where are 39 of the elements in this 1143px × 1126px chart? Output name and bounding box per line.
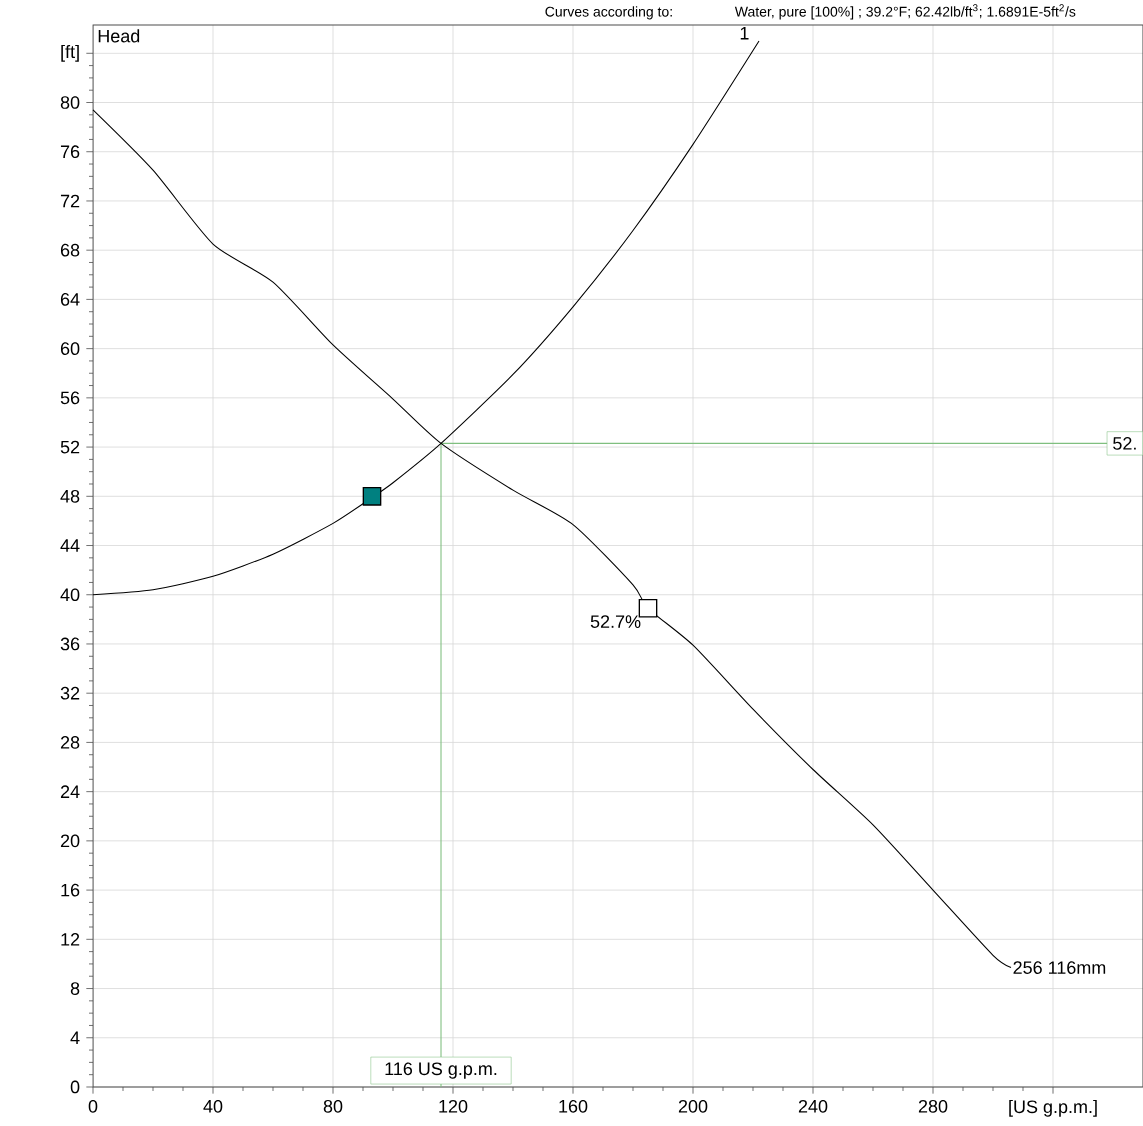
y-tick-label: 36	[60, 637, 80, 651]
y-tick-label: [ft]	[61, 44, 79, 62]
y-tick-label: 32	[60, 686, 80, 700]
annotation: 256 116mm	[1013, 961, 1106, 974]
x-tick-label: [US g.p.m.]	[1009, 1099, 1097, 1117]
y-tick-label: 4	[70, 1031, 80, 1044]
x-tick-label: 200	[678, 1099, 708, 1113]
annotation: 52.7%	[590, 615, 641, 628]
y-tick-label: 24	[60, 785, 80, 798]
y-tick-label: 40	[60, 588, 80, 602]
text: Water, pure [100%] ; 39.2°F; 62.42lb/ft$^{3}$; 1.6891E-5ft$^{2}$/s	[734, 4, 1076, 20]
ref-line-label: 116 US g.p.m.	[385, 1062, 497, 1079]
y-tick-label: 28	[60, 736, 80, 749]
y-tick-label: 80	[60, 96, 80, 109]
x-tick-label: 40	[203, 1099, 223, 1113]
x-tick-label: 120	[439, 1099, 468, 1113]
y-tick-label: 48	[60, 489, 80, 503]
x-tick-label: 0	[88, 1099, 98, 1113]
y-tick-label: 8	[70, 982, 80, 995]
annotation: 1	[740, 27, 749, 40]
x-tick-label: 80	[323, 1099, 343, 1113]
y-tick-label: 16	[61, 883, 80, 897]
y-tick-label: 60	[60, 342, 80, 355]
y-tick-label: 0	[70, 1080, 80, 1094]
y-tick-label: 76	[60, 145, 80, 159]
y-tick-label: 56	[60, 391, 80, 405]
y-tick-label: 44	[60, 539, 80, 552]
ref-line-label: 52.	[1113, 437, 1136, 450]
y-tick-label: 72	[60, 194, 80, 208]
y-tick-label: 68	[60, 243, 80, 257]
x-tick-label: 160	[559, 1099, 588, 1113]
y-tick-label: 20	[60, 834, 80, 848]
y-tick-label: 52	[60, 440, 80, 454]
y-axis-title: Head	[98, 29, 140, 43]
text: Curves according to:	[545, 6, 672, 20]
x-tick-label: 280	[918, 1099, 948, 1113]
y-tick-label: 64	[60, 293, 80, 306]
x-tick-label: 240	[798, 1099, 828, 1113]
y-tick-label: 12	[61, 933, 80, 946]
